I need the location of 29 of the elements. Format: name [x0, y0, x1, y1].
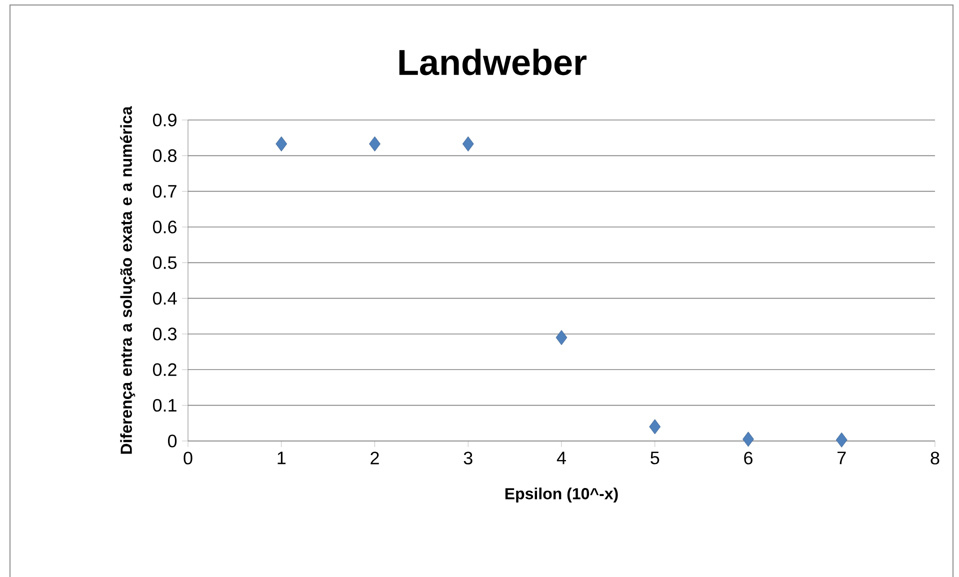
y-tick-label: 0.2	[152, 363, 176, 376]
y-tick-label: 0.6	[152, 220, 177, 234]
x-tick-label: 3	[464, 452, 472, 464]
x-tick-label: 5	[650, 452, 660, 464]
x-tick-label: 7	[838, 452, 846, 464]
point	[369, 136, 380, 152]
y-axis-title: Diferença entra a solução exata e a numérica	[120, 106, 136, 454]
y-tick-label: 0.7	[152, 184, 176, 198]
x-tick-label: 8	[930, 452, 940, 464]
point	[836, 432, 848, 448]
point	[276, 136, 288, 152]
point	[556, 330, 568, 346]
x-tick-label: 1	[278, 452, 286, 464]
y-tick-label: 0.8	[152, 149, 177, 162]
y-tick-label: 0.5	[152, 256, 177, 270]
x-tick-label: 0	[184, 452, 192, 464]
y-tick-label: 0	[168, 434, 177, 448]
point	[742, 432, 754, 447]
point	[462, 136, 474, 152]
y-tick-label: 0.1	[152, 398, 176, 412]
point	[649, 419, 661, 434]
x-tick-label: 4	[556, 452, 566, 464]
chart-title: Landweber	[399, 48, 586, 76]
y-tick-label: 0.9	[152, 114, 176, 126]
x-tick-label: 2	[370, 452, 379, 464]
x-tick-label: 6	[744, 452, 752, 464]
y-tick-label: 0.4	[152, 292, 177, 305]
y-tick-label: 0.3	[152, 328, 177, 340]
x-axis-title: Epsilon (10^-x)	[505, 488, 618, 503]
